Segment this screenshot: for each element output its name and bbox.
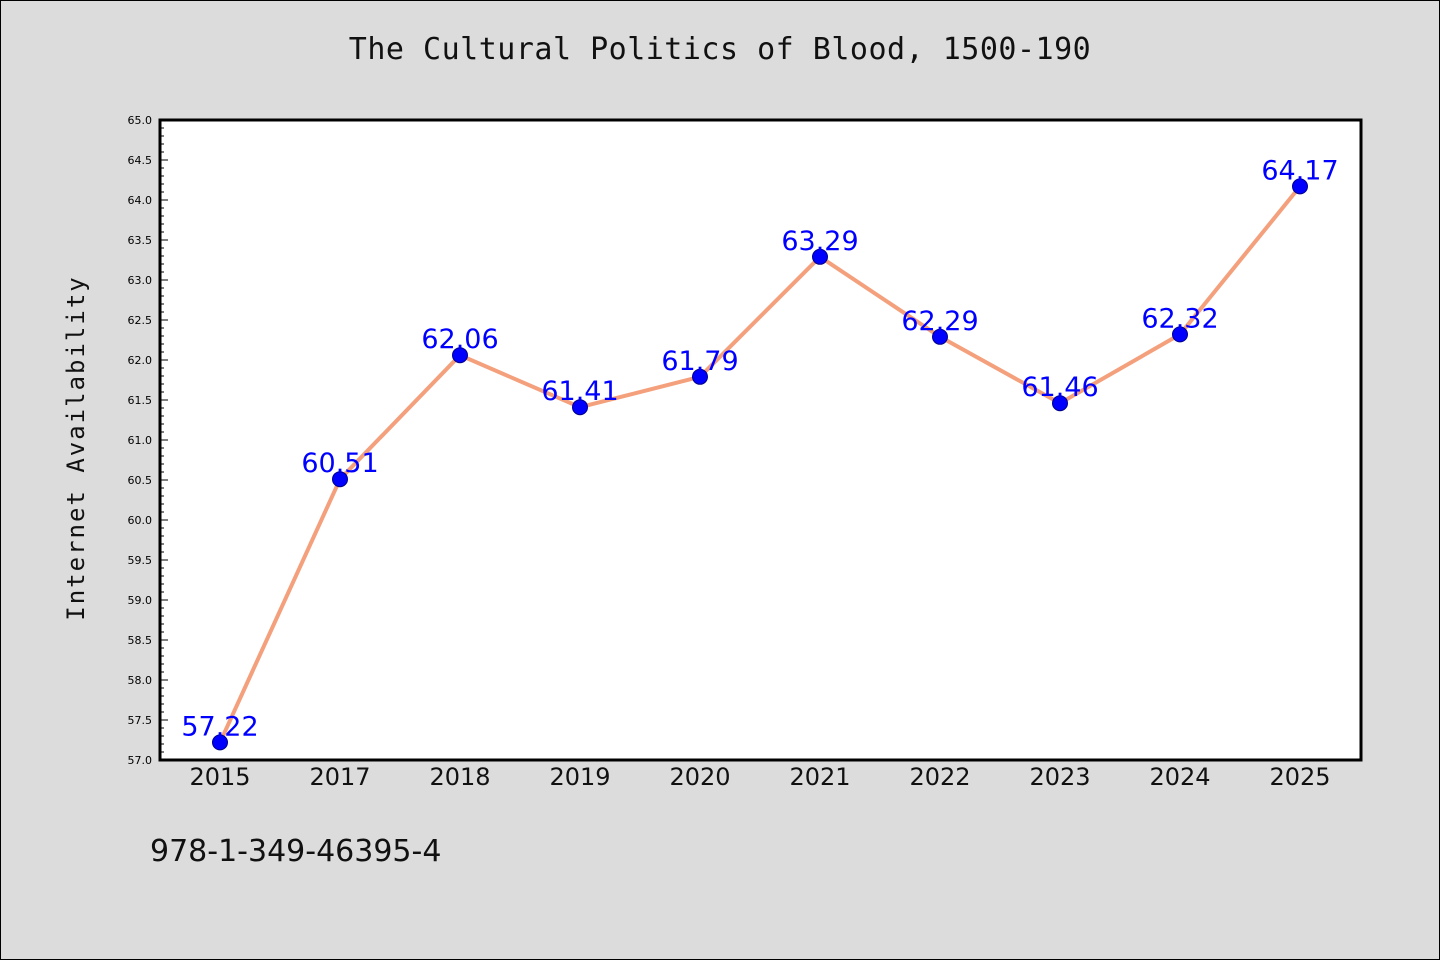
- x-tick-label: 2025: [1269, 763, 1330, 791]
- isbn-text: 978-1-349-46395-4: [150, 834, 442, 869]
- x-tick-label: 2021: [789, 763, 850, 791]
- data-point: [812, 248, 828, 265]
- y-tick-label: 62.0: [128, 354, 153, 367]
- data-point: [332, 471, 348, 488]
- data-point: [1172, 326, 1188, 343]
- data-label: 61.41: [541, 376, 618, 407]
- x-tick-label: 2020: [669, 763, 730, 791]
- y-tick-label: 62.5: [128, 314, 153, 327]
- y-tick-label: 64.5: [128, 154, 153, 167]
- y-tick-label: 57.0: [128, 754, 153, 767]
- data-point: [452, 347, 468, 364]
- y-tick-label: 58.0: [128, 674, 153, 687]
- data-label: 61.46: [1021, 372, 1098, 403]
- y-tick-label: 63.5: [128, 234, 153, 247]
- x-tick-label: 2017: [309, 763, 370, 791]
- x-tick-label: 2015: [189, 763, 250, 791]
- data-label: 62.29: [901, 306, 978, 337]
- y-tick-label: 59.5: [128, 554, 153, 567]
- x-tick-label: 2022: [909, 763, 970, 791]
- data-point: [212, 734, 228, 751]
- x-tick-label: 2024: [1149, 763, 1210, 791]
- y-tick-label: 57.5: [128, 714, 153, 727]
- y-tick-label: 58.5: [128, 634, 153, 647]
- data-label: 64.17: [1261, 155, 1338, 186]
- y-tick-label: 65.0: [128, 114, 153, 127]
- data-label: 60.51: [301, 448, 378, 479]
- plot-area: [160, 120, 1361, 760]
- data-point: [1052, 395, 1068, 412]
- y-tick-label: 60.5: [128, 474, 153, 487]
- data-point: [932, 328, 948, 345]
- data-label: 57.22: [181, 711, 258, 742]
- data-label: 63.29: [781, 226, 858, 257]
- chart-title: The Cultural Politics of Blood, 1500-190: [348, 32, 1092, 67]
- series-line: [218, 184, 1302, 745]
- x-tick-label: 2019: [549, 763, 610, 791]
- data-label: 62.32: [1141, 303, 1218, 334]
- y-tick-label: 64.0: [128, 194, 153, 207]
- x-tick-label: 2018: [429, 763, 490, 791]
- data-label: 61.79: [661, 346, 738, 377]
- y-tick-label: 61.0: [128, 434, 153, 447]
- y-tick-label: 63.0: [128, 274, 153, 287]
- y-tick-label: 60.0: [128, 514, 153, 527]
- data-label: 62.06: [421, 324, 498, 355]
- y-tick-label: 61.5: [128, 394, 153, 407]
- plot-frame: [158, 118, 1363, 762]
- y-tick-label: 59.0: [128, 594, 153, 607]
- data-point: [572, 399, 588, 416]
- data-point: [692, 368, 708, 385]
- data-point: [1292, 178, 1308, 195]
- x-tick-label: 2023: [1029, 763, 1090, 791]
